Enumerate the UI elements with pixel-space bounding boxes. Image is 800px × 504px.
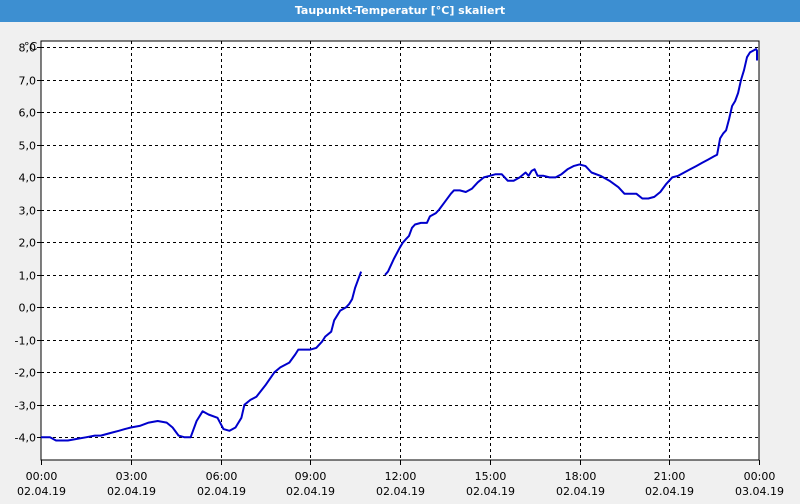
y-tick-label: 2,0: [19, 237, 37, 250]
x-tick-date-label: 02.04.19: [466, 485, 515, 498]
chart-area: 8,0 7,0 6,0 5,0 4,0 3,0 2,0 1,0 0,0 -1,0 -2,0 -3,0 -…: [0, 22, 800, 500]
y-tick-label: -3,0: [15, 400, 36, 413]
x-tick-time-label: 12:00: [385, 470, 417, 483]
x-tick-time-label: 21:00: [654, 470, 686, 483]
series-line: [41, 271, 363, 442]
y-tick-label: 4,0: [19, 172, 37, 185]
x-tick-time-label: 09:00: [295, 470, 327, 483]
y-tick-label: 7,0: [19, 75, 37, 88]
x-tick-time-label: 00:00: [744, 470, 776, 483]
x-tick-date-label: 02.04.19: [197, 485, 246, 498]
x-tick-time-label: 03:00: [116, 470, 148, 483]
dew-point-chart: 8,0 7,0 6,0 5,0 4,0 3,0 2,0 1,0 0,0 -1,0 -2,0 -3,0 -…: [15, 40, 784, 498]
x-tick-time-label: 18:00: [565, 470, 597, 483]
x-tick-date-label: 03.04.19: [735, 485, 784, 498]
y-tick-label: -4,0: [15, 432, 36, 445]
x-tick-date-label: 02.04.19: [645, 485, 694, 498]
y-tick-label: 8,0: [19, 42, 37, 55]
y-tick-label: 0,0: [19, 302, 37, 315]
x-tick-date-label: 02.04.19: [286, 485, 335, 498]
y-tick-label: -2,0: [15, 367, 36, 380]
y-tick-label: 1,0: [19, 270, 37, 283]
y-tick-label: -1,0: [15, 335, 36, 348]
x-tick-time-label: 00:00: [26, 470, 58, 483]
x-tick-date-label: 02.04.19: [376, 485, 425, 498]
y-tick-label: 3,0: [19, 205, 37, 218]
y-tick-label: 5,0: [19, 140, 37, 153]
y-axis-unit-label: °C: [24, 40, 38, 53]
x-tick-time-label: 06:00: [206, 470, 238, 483]
x-tick-date-label: 02.04.19: [107, 485, 156, 498]
x-tick-date-label: 02.04.19: [556, 485, 605, 498]
x-tick-time-label: 15:00: [475, 470, 507, 483]
window-title: Taupunkt-Temperatur [°C] skaliert: [0, 0, 800, 22]
x-tick-date-label: 02.04.19: [17, 485, 66, 498]
series-line: [384, 48, 758, 276]
y-tick-label: 6,0: [19, 107, 37, 120]
